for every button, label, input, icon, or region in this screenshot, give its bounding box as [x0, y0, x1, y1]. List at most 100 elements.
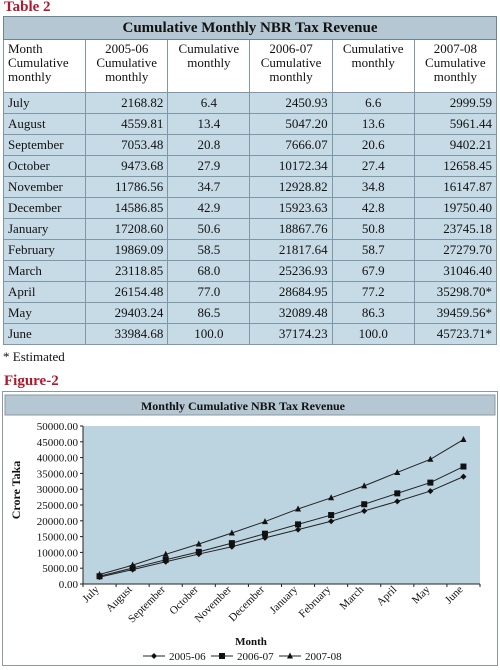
value-cell: 2999.59	[413, 92, 498, 114]
data-point	[195, 548, 202, 555]
y-tick-label: 5000.00	[42, 563, 78, 575]
value-cell: 45723.71*	[413, 323, 498, 345]
data-point	[460, 463, 467, 470]
value-cell: 20.6	[331, 134, 415, 156]
value-cell: 11786.56	[85, 176, 169, 198]
column-header-line: Cumulative	[260, 55, 322, 70]
table-row: December 14586.85 42.9 15923.63 42.8 19750.40	[2, 197, 498, 219]
value-cell: 18867.76	[249, 218, 333, 240]
figure-frame: Monthly Cumulative NBR Tax Revenue 0.00 5…	[2, 391, 498, 666]
value-cell: 50.6	[167, 218, 251, 240]
value-cell: 39459.56*	[413, 302, 498, 324]
month-cell: September	[2, 134, 87, 156]
column-header-line: monthly	[105, 69, 149, 84]
value-cell: 15923.63	[249, 197, 333, 219]
value-cell: 32089.48	[249, 302, 333, 324]
table-row: November 11786.56 34.7 12928.82 34.8 16147.87	[2, 176, 498, 198]
column-header-line: Month	[8, 41, 43, 56]
value-cell: 68.0	[167, 260, 251, 282]
table-row: May 29403.24 86.5 32089.48 86.3 39459.56*	[2, 302, 498, 324]
value-cell: 19869.09	[85, 239, 169, 261]
column-header: 2006-07 Cumulative monthly	[249, 39, 333, 93]
value-cell: 27.4	[331, 155, 415, 177]
column-header-line: monthly	[351, 55, 395, 70]
y-tick-label: 10000.00	[37, 547, 79, 559]
table-caption: Table 2	[4, 0, 51, 15]
y-tick-label: 0.00	[59, 579, 79, 591]
data-point	[96, 571, 103, 578]
value-cell: 100.0	[331, 323, 415, 345]
data-point	[261, 530, 268, 537]
chart-title: Monthly Cumulative NBR Tax Revenue	[141, 399, 346, 413]
value-cell: 27279.70	[413, 239, 498, 261]
month-cell: October	[2, 155, 87, 177]
value-cell: 4559.81	[85, 113, 169, 135]
data-point	[295, 526, 302, 533]
value-cell: 12928.82	[249, 176, 333, 198]
data-point	[261, 534, 268, 541]
value-cell: 13.6	[331, 113, 415, 135]
series-layer	[96, 436, 467, 581]
value-cell: 9402.21	[413, 134, 498, 156]
column-header-line: 2007-08	[433, 41, 478, 56]
legend-label: 2006-07	[237, 651, 274, 663]
data-point	[228, 529, 235, 536]
legend-item: 2005-06	[143, 651, 206, 663]
value-cell: 77.0	[167, 281, 251, 303]
month-cell: May	[2, 302, 87, 324]
legend-marker	[287, 652, 293, 659]
data-point	[427, 479, 434, 486]
value-cell: 86.3	[331, 302, 415, 324]
value-cell: 67.9	[331, 260, 415, 282]
value-cell: 23118.85	[85, 260, 169, 282]
series-line	[99, 476, 464, 578]
data-point	[328, 512, 335, 519]
data-point	[162, 556, 169, 563]
data-point	[195, 540, 202, 547]
value-cell: 27.9	[167, 155, 251, 177]
value-cell: 21817.64	[249, 239, 333, 261]
table-row: April 26154.48 77.0 28684.95 77.2 35298.70*	[2, 281, 498, 303]
legend-label: 2005-06	[169, 651, 206, 663]
data-point	[129, 565, 136, 572]
data-point	[228, 543, 235, 550]
chart-title-bar	[4, 394, 496, 416]
table-row: June 33984.68 100.0 37174.23 100.0 45723.71*	[2, 323, 498, 345]
value-cell: 12658.45	[413, 155, 498, 177]
value-cell: 29403.24	[85, 302, 169, 324]
value-cell: 25236.93	[249, 260, 333, 282]
month-cell: August	[2, 113, 87, 135]
y-tick-label: 50000.00	[37, 421, 79, 433]
month-cell: December	[2, 197, 87, 219]
value-cell: 17208.60	[85, 218, 169, 240]
value-cell: 13.4	[167, 113, 251, 135]
month-cell: November	[2, 176, 87, 198]
value-cell: 20.8	[167, 134, 251, 156]
value-cell: 2168.82	[85, 92, 169, 114]
value-cell: 7053.48	[85, 134, 169, 156]
data-point	[394, 468, 401, 475]
column-header-line: monthly	[269, 69, 313, 84]
column-header-line: 2005-06	[105, 41, 149, 56]
column-header-line: monthly	[433, 69, 478, 84]
column-header: Cumulative monthly	[167, 39, 251, 93]
data-point	[328, 518, 335, 525]
figure-caption: Figure-2	[4, 373, 59, 389]
column-header-line: monthly	[8, 69, 52, 84]
y-tick-label: 35000.00	[37, 468, 79, 480]
table-row: October 9473.68 27.9 10172.34 27.4 12658.45	[2, 155, 498, 177]
table-row: February 19869.09 58.5 21817.64 58.7 27279.70	[2, 239, 498, 261]
month-cell: June	[2, 323, 87, 345]
data-point	[394, 490, 401, 497]
value-cell: 34.7	[167, 176, 251, 198]
value-cell: 42.8	[331, 197, 415, 219]
data-point	[228, 540, 235, 547]
y-tick-label: 15000.00	[37, 532, 79, 544]
value-cell: 58.7	[331, 239, 415, 261]
data-point	[394, 498, 401, 505]
series-2006-07	[96, 463, 467, 580]
value-cell: 34.8	[331, 176, 415, 198]
table-row: July 2168.82 6.4 2450.93 6.6 2999.59	[2, 92, 498, 114]
data-point	[295, 505, 302, 512]
value-cell: 10172.34	[249, 155, 333, 177]
